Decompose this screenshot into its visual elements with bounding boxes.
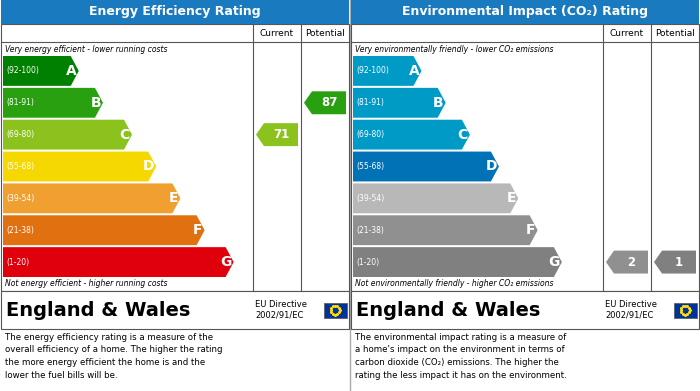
Text: Very environmentally friendly - lower CO₂ emissions: Very environmentally friendly - lower CO… [355, 45, 554, 54]
Bar [1, 291, 349, 329]
Bar [1, 0, 349, 24]
Polygon shape [3, 88, 103, 118]
Text: (81-91): (81-91) [6, 98, 34, 107]
Polygon shape [3, 152, 156, 181]
Text: (21-38): (21-38) [356, 226, 384, 235]
Text: (21-38): (21-38) [6, 226, 34, 235]
Text: (55-68): (55-68) [6, 162, 34, 171]
Polygon shape [606, 251, 648, 274]
Text: G: G [549, 255, 560, 269]
Text: D: D [143, 160, 154, 174]
Polygon shape [654, 251, 696, 274]
Bar [351, 24, 699, 291]
Text: B: B [90, 96, 101, 110]
Polygon shape [3, 247, 234, 277]
Polygon shape [3, 215, 204, 245]
Text: Not environmentally friendly - higher CO₂ emissions: Not environmentally friendly - higher CO… [355, 279, 554, 288]
Text: The energy efficiency rating is a measure of the
overall efficiency of a home. T: The energy efficiency rating is a measur… [5, 333, 223, 380]
Text: 71: 71 [273, 128, 289, 141]
Text: C: C [120, 127, 130, 142]
Text: 2: 2 [627, 256, 635, 269]
Text: E: E [169, 191, 178, 205]
Text: (81-91): (81-91) [356, 98, 384, 107]
Text: (39-54): (39-54) [6, 194, 34, 203]
Polygon shape [3, 56, 79, 86]
Polygon shape [353, 88, 446, 118]
Text: (92-100): (92-100) [6, 66, 39, 75]
Polygon shape [353, 215, 538, 245]
Text: Potential: Potential [655, 29, 695, 38]
Text: Current: Current [260, 29, 294, 38]
Text: Energy Efficiency Rating: Energy Efficiency Rating [89, 5, 261, 18]
Text: F: F [193, 223, 202, 237]
Text: Not energy efficient - higher running costs: Not energy efficient - higher running co… [5, 279, 167, 288]
Polygon shape [3, 183, 181, 213]
Text: B: B [433, 96, 444, 110]
Text: Current: Current [610, 29, 644, 38]
Polygon shape [3, 120, 132, 150]
Polygon shape [353, 56, 421, 86]
Polygon shape [353, 152, 499, 181]
Text: Environmental Impact (CO₂) Rating: Environmental Impact (CO₂) Rating [402, 5, 648, 18]
Text: D: D [485, 160, 497, 174]
Polygon shape [353, 120, 470, 150]
Text: 1: 1 [675, 256, 683, 269]
Bar [351, 0, 699, 24]
Text: G: G [220, 255, 232, 269]
Text: Potential: Potential [305, 29, 345, 38]
Text: C: C [458, 127, 468, 142]
Polygon shape [304, 91, 346, 114]
Text: (92-100): (92-100) [356, 66, 389, 75]
Polygon shape [353, 183, 518, 213]
Text: The environmental impact rating is a measure of
a home's impact on the environme: The environmental impact rating is a mea… [355, 333, 567, 380]
Text: (1-20): (1-20) [6, 258, 29, 267]
Text: EU Directive
2002/91/EC: EU Directive 2002/91/EC [255, 300, 307, 320]
Bar [351, 291, 699, 329]
Bar [673, 303, 696, 317]
Text: A: A [409, 64, 419, 78]
Text: (69-80): (69-80) [6, 130, 34, 139]
Polygon shape [353, 247, 562, 277]
Text: (55-68): (55-68) [356, 162, 384, 171]
Bar [323, 303, 346, 317]
Text: E: E [507, 191, 517, 205]
Text: (39-54): (39-54) [356, 194, 384, 203]
Text: EU Directive
2002/91/EC: EU Directive 2002/91/EC [605, 300, 657, 320]
Text: Very energy efficient - lower running costs: Very energy efficient - lower running co… [5, 45, 167, 54]
Bar [1, 24, 349, 291]
Text: (1-20): (1-20) [356, 258, 379, 267]
Text: 87: 87 [321, 96, 337, 109]
Polygon shape [256, 123, 298, 146]
Text: (69-80): (69-80) [356, 130, 384, 139]
Text: A: A [66, 64, 77, 78]
Text: England & Wales: England & Wales [6, 301, 190, 319]
Text: F: F [526, 223, 536, 237]
Text: England & Wales: England & Wales [356, 301, 540, 319]
